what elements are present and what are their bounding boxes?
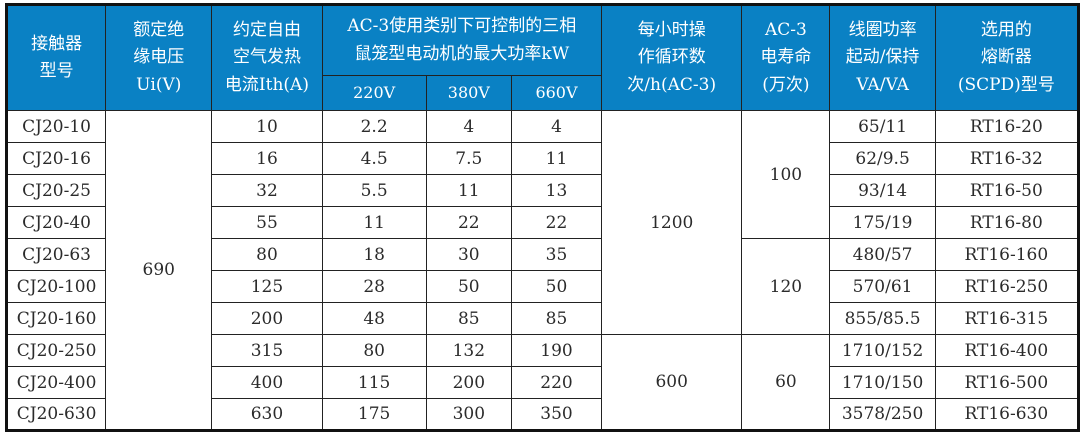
table-row: CJ20-630 630 175 300 350 3578/250 RT16-6…: [5, 398, 1080, 431]
cell-kw380: 50: [425, 270, 512, 303]
cell-ith: 315: [211, 334, 323, 367]
cell-coil: 1710/150: [829, 366, 936, 399]
cell-kw380: 30: [425, 238, 512, 271]
cell-kw220: 4.5: [321, 142, 427, 175]
cell-fuse: RT16-315: [934, 302, 1080, 335]
cell-kw660: 350: [510, 398, 603, 431]
cell-ith: 125: [211, 270, 323, 303]
cell-coil: 175/19: [829, 206, 936, 239]
cell-ith: 630: [211, 398, 323, 431]
cell-model: CJ20-160: [5, 302, 107, 335]
cell-ith: 55: [211, 206, 323, 239]
cell-kw220: 175: [321, 398, 427, 431]
cell-coil: 62/9.5: [829, 142, 936, 175]
cell-coil: 65/11: [829, 110, 936, 143]
col-header-coil: 线圈功率 起动/保持 VA/VA: [829, 4, 936, 111]
cell-kw660: 4: [510, 110, 603, 143]
table-row: CJ20-25 32 5.5 11 13 93/14 RT16-50: [5, 174, 1080, 207]
cell-model: CJ20-40: [5, 206, 107, 239]
cell-fuse: RT16-50: [934, 174, 1080, 207]
cell-kw220: 5.5: [321, 174, 427, 207]
col-header-model: 接触器 型号: [5, 4, 107, 111]
table-row: CJ20-63 80 18 30 35 120 480/57 RT16-160: [5, 238, 1080, 335]
cell-model: CJ20-100: [5, 270, 107, 303]
cell-fuse: RT16-32: [934, 142, 1080, 175]
cell-kw220: 115: [321, 366, 427, 399]
table-row: CJ20-40 55 11 22 22 175/19 RT16-80: [5, 206, 1080, 239]
cell-kw220: 18: [321, 238, 427, 271]
cell-kw380: 132: [425, 334, 512, 367]
cell-ith: 32: [211, 174, 323, 207]
cell-fuse: RT16-250: [934, 270, 1080, 303]
cell-kw220: 28: [321, 270, 427, 303]
cell-kw220: 11: [321, 206, 427, 239]
table-body: CJ20-10 690 10 2.2 4 4 1200 100 65/11 RT…: [5, 110, 1080, 431]
cell-ith: 80: [211, 238, 323, 271]
col-header-380v: 380V: [425, 75, 512, 111]
table-header: 接触器 型号 额定绝 缘电压 Ui(V) 约定自由 空气发热 电流Ith(A) …: [5, 4, 1080, 111]
cell-coil: 1710/152: [829, 334, 936, 367]
cell-kw660: 13: [510, 174, 603, 207]
col-header-ui: 额定绝 缘电压 Ui(V): [105, 4, 213, 111]
cell-model: CJ20-63: [5, 238, 107, 271]
contactor-spec-table: 接触器 型号 额定绝 缘电压 Ui(V) 约定自由 空气发热 电流Ith(A) …: [5, 3, 1080, 432]
cell-kw660: 85: [510, 302, 603, 335]
cell-kw220: 48: [321, 302, 427, 335]
cell-ui-merged: 690: [105, 110, 213, 431]
col-header-life: AC-3 电寿命 (万次): [741, 4, 831, 111]
cell-life-merged: 100: [741, 110, 831, 239]
cell-kw660: 220: [510, 366, 603, 399]
cell-model: CJ20-400: [5, 366, 107, 399]
cell-model: CJ20-630: [5, 398, 107, 431]
cell-fuse: RT16-160: [934, 238, 1080, 271]
cell-kw660: 35: [510, 238, 603, 271]
cell-fuse: RT16-630: [934, 398, 1080, 431]
cell-kw380: 22: [425, 206, 512, 239]
col-header-220v: 220V: [321, 75, 427, 111]
cell-model: CJ20-250: [5, 334, 107, 367]
cell-kw380: 200: [425, 366, 512, 399]
cell-coil: 570/61: [829, 270, 936, 303]
cell-coil: 855/85.5: [829, 302, 936, 335]
cell-cycles-merged: 1200: [601, 110, 743, 335]
cell-coil: 480/57: [829, 238, 936, 271]
cell-kw380: 7.5: [425, 142, 512, 175]
cell-ith: 200: [211, 302, 323, 335]
table-row: CJ20-10 690 10 2.2 4 4 1200 100 65/11 RT…: [5, 110, 1080, 431]
cell-ith: 16: [211, 142, 323, 175]
table-row: CJ20-16 16 4.5 7.5 11 62/9.5 RT16-32: [5, 142, 1080, 175]
cell-model: CJ20-25: [5, 174, 107, 207]
col-header-cycles: 每小时操 作循环数 次/h(AC-3): [601, 4, 743, 111]
cell-kw660: 50: [510, 270, 603, 303]
table-row: CJ20-400 400 115 200 220 1710/150 RT16-5…: [5, 366, 1080, 399]
cell-fuse: RT16-400: [934, 334, 1080, 367]
cell-ith: 10: [211, 110, 323, 143]
cell-kw220: 2.2: [321, 110, 427, 143]
cell-kw220: 80: [321, 334, 427, 367]
cell-kw660: 22: [510, 206, 603, 239]
col-header-ith: 约定自由 空气发热 电流Ith(A): [211, 4, 323, 111]
cell-kw660: 190: [510, 334, 603, 367]
cell-ith: 400: [211, 366, 323, 399]
table-row: CJ20-100 125 28 50 50 570/61 RT16-250: [5, 270, 1080, 303]
cell-fuse: RT16-80: [934, 206, 1080, 239]
cell-life-merged: 120: [741, 238, 831, 335]
cell-coil: 3578/250: [829, 398, 936, 431]
cell-kw380: 11: [425, 174, 512, 207]
col-header-fuse: 选用的 熔断器 (SCPD)型号: [934, 4, 1080, 111]
cell-model: CJ20-16: [5, 142, 107, 175]
cell-cycles-merged: 600: [601, 334, 743, 431]
cell-fuse: RT16-20: [934, 110, 1080, 143]
cell-model: CJ20-10: [5, 110, 107, 143]
cell-kw380: 4: [425, 110, 512, 143]
table-row: CJ20-250 315 80 132 190 600 60 1710/152 …: [5, 334, 1080, 431]
col-header-ac3-power-group: AC-3使用类别下可控制的三相 鼠笼型电动机的最大功率kW: [321, 4, 603, 76]
cell-fuse: RT16-500: [934, 366, 1080, 399]
cell-kw380: 300: [425, 398, 512, 431]
col-header-660v: 660V: [510, 75, 603, 111]
cell-life-merged: 60: [741, 334, 831, 431]
cell-kw660: 11: [510, 142, 603, 175]
cell-coil: 93/14: [829, 174, 936, 207]
cell-kw380: 85: [425, 302, 512, 335]
